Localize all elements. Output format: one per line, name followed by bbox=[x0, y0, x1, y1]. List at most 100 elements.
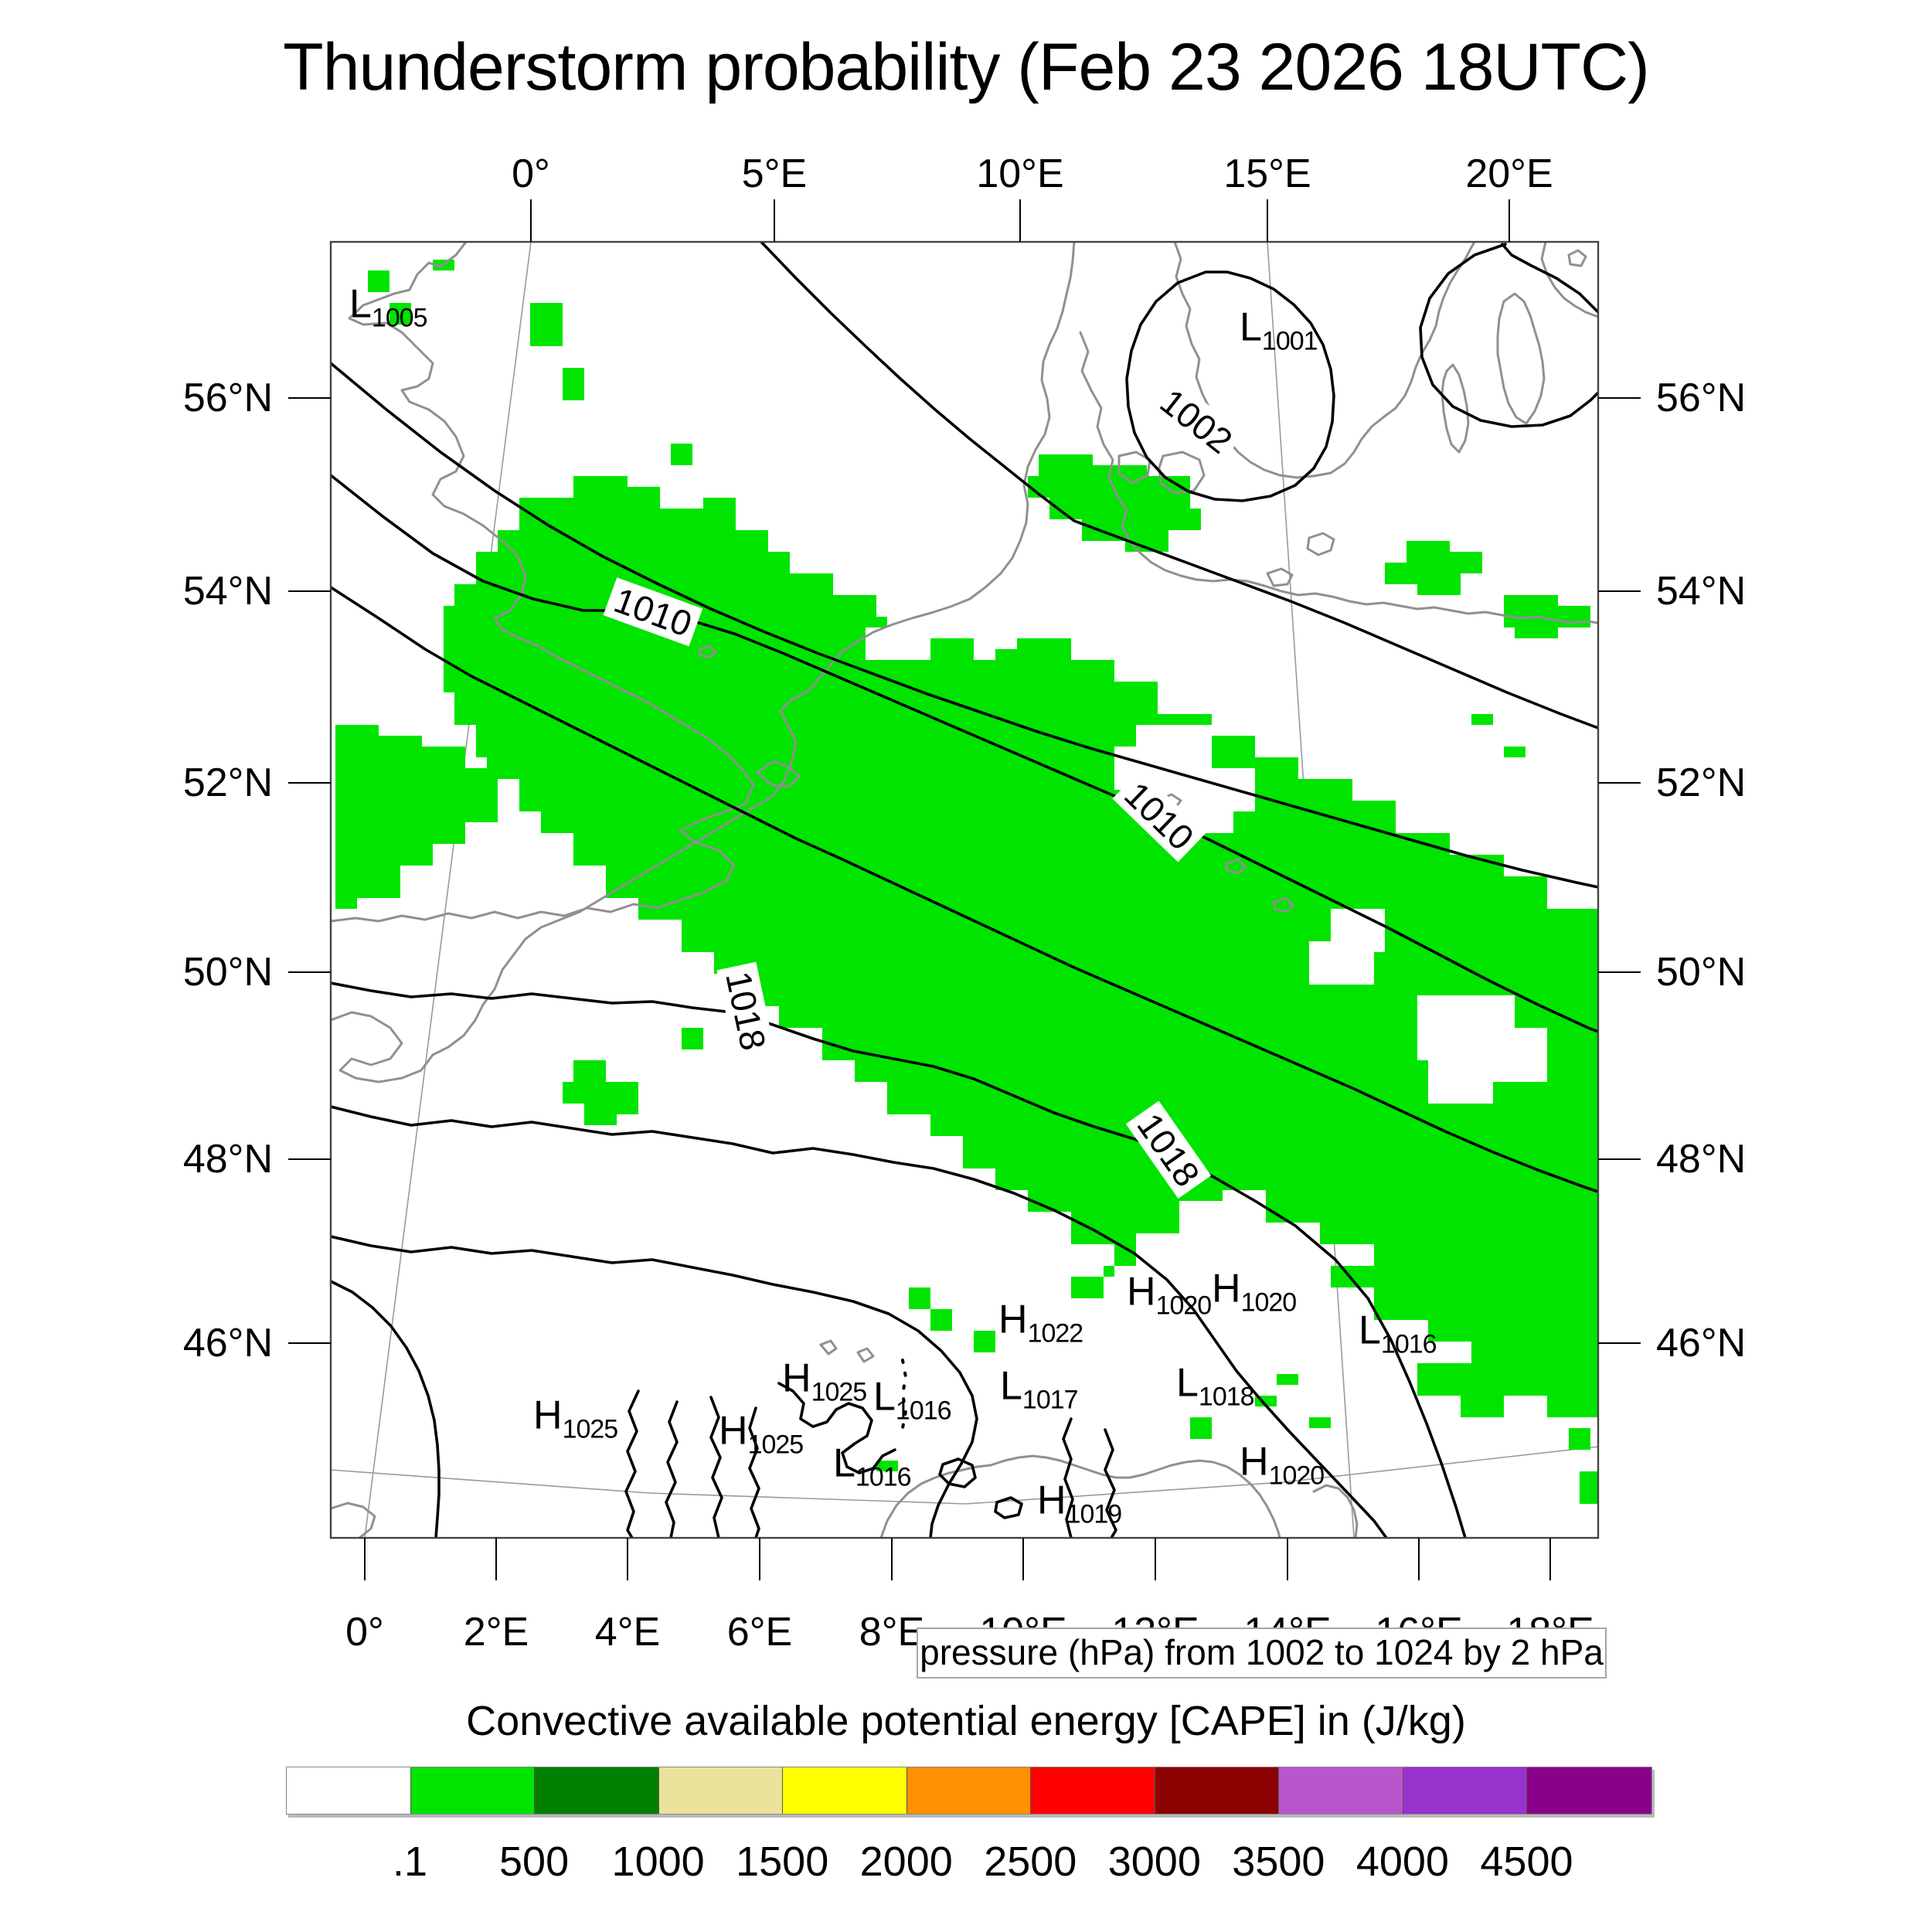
bottom-axis-label: 4°E bbox=[594, 1610, 661, 1655]
graticule-line bbox=[364, 242, 532, 1538]
cape-speck bbox=[1471, 714, 1493, 725]
right-axis-label: 46°N bbox=[1656, 1321, 1747, 1366]
pressure-caption: pressure (hPa) from 1002 to 1024 by 2 hP… bbox=[917, 1628, 1607, 1679]
right-axis-label: 48°N bbox=[1656, 1137, 1747, 1182]
coastline bbox=[331, 1502, 376, 1538]
cape-colorbar bbox=[286, 1767, 1652, 1815]
coastline bbox=[1312, 1484, 1359, 1538]
coastline bbox=[1306, 532, 1335, 556]
cape-hole bbox=[866, 595, 952, 660]
cape-speck bbox=[1277, 1374, 1298, 1385]
map-frame bbox=[329, 240, 1600, 1539]
coastline bbox=[1272, 896, 1295, 913]
cape-speck bbox=[930, 1309, 952, 1331]
pressure-contour bbox=[760, 242, 1598, 730]
pressure-system-label-l1016: L1016 bbox=[873, 1374, 952, 1426]
pressure-contour bbox=[777, 1382, 896, 1475]
left-axis-label: 54°N bbox=[182, 569, 273, 614]
cape-color-cell-8 bbox=[1279, 1767, 1403, 1814]
cape-color-cell-10 bbox=[1527, 1767, 1651, 1814]
coastline bbox=[1224, 858, 1247, 875]
cape-speck bbox=[389, 303, 411, 325]
cape-speck bbox=[1504, 747, 1526, 757]
pressure-system-label-h1020: H1020 bbox=[1240, 1439, 1325, 1491]
bottom-axis-label: 0° bbox=[345, 1610, 384, 1655]
coastline bbox=[819, 1339, 838, 1355]
pressure-system-label-h1020: H1020 bbox=[1127, 1269, 1212, 1321]
cape-shaded-region bbox=[335, 725, 498, 909]
pressure-system-label-h1020: H1020 bbox=[1212, 1266, 1297, 1318]
pressure-contour bbox=[331, 1105, 1388, 1538]
cape-speck bbox=[368, 270, 389, 292]
cape-hole bbox=[1114, 725, 1255, 833]
contour-inline-label: 1018 bbox=[716, 961, 775, 1060]
graticule-line bbox=[331, 1446, 1598, 1505]
cape-speck bbox=[747, 530, 768, 552]
right-axis-label: 50°N bbox=[1656, 950, 1747, 995]
top-axis-label: 20°E bbox=[1465, 151, 1553, 196]
top-axis-label: 5°E bbox=[741, 151, 808, 196]
pressure-contour bbox=[331, 474, 1598, 1033]
pressure-system-label-l1001: L1001 bbox=[1240, 304, 1318, 356]
coastline bbox=[1079, 331, 1598, 624]
cape-color-cell-3 bbox=[658, 1767, 784, 1814]
coastline bbox=[1117, 451, 1151, 485]
pressure-contour bbox=[665, 1400, 679, 1538]
cape-speck bbox=[563, 368, 584, 400]
cape-speck bbox=[909, 1287, 930, 1309]
cape-speck bbox=[876, 1461, 898, 1471]
contour-inline-label: 1010 bbox=[1112, 770, 1206, 862]
coastline bbox=[1266, 567, 1294, 587]
coastline bbox=[331, 242, 755, 923]
top-axis-label: 10°E bbox=[976, 151, 1064, 196]
cape-shaded-region bbox=[1028, 454, 1201, 552]
pressure-contour bbox=[994, 1496, 1023, 1519]
top-axis-label: 15°E bbox=[1223, 151, 1311, 196]
right-axis-label: 52°N bbox=[1656, 760, 1747, 805]
pressure-contour bbox=[1125, 270, 1335, 502]
legend-title: Convective available potential energy [C… bbox=[466, 1698, 1466, 1744]
cape-speck bbox=[1028, 671, 1049, 692]
pressure-system-label-l1005: L1005 bbox=[349, 281, 428, 333]
cape-color-cell-7 bbox=[1155, 1767, 1280, 1814]
pressure-system-label-h1025: H1025 bbox=[719, 1408, 804, 1460]
pressure-system-label-h1025: H1025 bbox=[533, 1393, 618, 1444]
cape-speck bbox=[1569, 1428, 1590, 1450]
cape-speck bbox=[1309, 1417, 1331, 1428]
pressure-contour bbox=[331, 1280, 440, 1538]
cape-speck bbox=[703, 498, 736, 530]
contour-inline-label: 1010 bbox=[603, 577, 703, 647]
coastline bbox=[1173, 242, 1476, 479]
cape-color-cell-2 bbox=[535, 1767, 659, 1814]
right-axis-label: 54°N bbox=[1656, 569, 1747, 614]
contour-inline-label: 1002 bbox=[1148, 376, 1245, 466]
cape-shaded-region bbox=[1385, 541, 1482, 595]
pressure-system-label-l1016: L1016 bbox=[1359, 1308, 1437, 1359]
pressure-contour bbox=[748, 1406, 760, 1538]
coastline bbox=[331, 242, 1076, 1083]
pressure-system-label-h1025: H1025 bbox=[782, 1355, 867, 1407]
cape-hole bbox=[1417, 995, 1547, 1104]
cape-shaded-region bbox=[444, 476, 1598, 1417]
coastline bbox=[698, 645, 717, 658]
pressure-contour bbox=[624, 1389, 640, 1538]
left-axis-label: 52°N bbox=[182, 760, 273, 805]
pressure-system-label-l1016: L1016 bbox=[833, 1440, 912, 1492]
coastline bbox=[856, 1347, 875, 1363]
cape-speck bbox=[1580, 1471, 1598, 1504]
map-content bbox=[331, 242, 1598, 1538]
cape-color-cell-5 bbox=[906, 1767, 1032, 1814]
cape-speck bbox=[974, 1331, 995, 1352]
pressure-contour bbox=[1419, 243, 1598, 428]
page-title: Thunderstorm probability (Feb 23 2026 18… bbox=[283, 30, 1650, 104]
coastline bbox=[1496, 292, 1546, 425]
pressure-contour bbox=[1501, 243, 1598, 314]
right-axis-label: 56°N bbox=[1656, 376, 1747, 420]
coastline bbox=[1540, 242, 1598, 318]
cape-color-cell-1 bbox=[410, 1767, 536, 1814]
cape-shaded-region bbox=[563, 1060, 638, 1125]
pressure-system-label-h1022: H1022 bbox=[998, 1297, 1083, 1349]
